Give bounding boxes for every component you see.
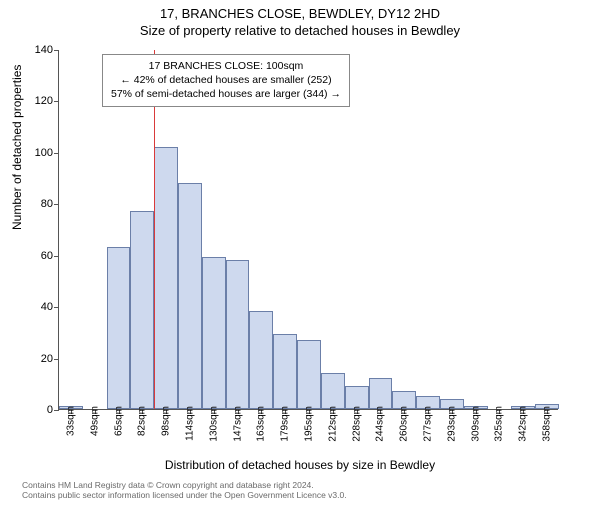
x-tick-label: 260sqm [399,406,410,442]
x-tick-label: 342sqm [518,406,529,442]
histogram-bar [273,334,297,409]
histogram-bar [202,257,226,409]
y-tick-mark [54,204,59,205]
histogram-chart: 02040608010012014033sqm49sqm65sqm82sqm98… [58,50,558,410]
histogram-bar [107,247,131,409]
info-line: 57% of semi-detached houses are larger (… [111,87,341,101]
y-tick-label: 140 [23,44,53,56]
x-tick-label: 33sqm [65,406,76,436]
x-axis-label: Distribution of detached houses by size … [0,458,600,472]
x-tick-label: 163sqm [256,406,267,442]
info-line: ← 42% of detached houses are smaller (25… [111,73,341,87]
histogram-bar [226,260,250,409]
y-tick-label: 60 [23,250,53,262]
histogram-bar [369,378,393,409]
title-sub: Size of property relative to detached ho… [0,23,600,38]
y-tick-mark [54,307,59,308]
x-tick-label: 277sqm [423,406,434,442]
y-tick-mark [54,101,59,102]
x-tick-label: 114sqm [184,406,195,441]
histogram-bar [130,211,154,409]
x-tick-label: 147sqm [232,406,243,442]
footer-line: Contains HM Land Registry data © Crown c… [22,480,347,491]
y-tick-mark [54,359,59,360]
x-tick-label: 325sqm [494,406,505,442]
x-tick-label: 212sqm [327,406,338,442]
x-tick-label: 244sqm [375,406,386,442]
y-tick-label: 40 [23,301,53,313]
y-tick-label: 100 [23,147,53,159]
histogram-bar [178,183,202,409]
histogram-bar [321,373,345,409]
x-tick-label: 49sqm [89,406,100,436]
y-tick-mark [54,153,59,154]
x-tick-label: 130sqm [208,406,219,442]
histogram-bar [154,147,178,409]
x-tick-label: 82sqm [137,406,148,436]
info-box: 17 BRANCHES CLOSE: 100sqm ← 42% of detac… [102,54,350,107]
y-axis-label: Number of detached properties [10,65,24,230]
y-tick-mark [54,410,59,411]
x-tick-label: 228sqm [351,406,362,442]
y-tick-label: 80 [23,198,53,210]
x-tick-label: 293sqm [446,406,457,442]
footer-line: Contains public sector information licen… [22,490,347,501]
histogram-bar [297,340,321,409]
x-tick-label: 98sqm [161,406,172,436]
footer-attribution: Contains HM Land Registry data © Crown c… [22,480,347,501]
y-tick-label: 0 [23,404,53,416]
x-tick-label: 179sqm [280,406,291,442]
y-tick-mark [54,50,59,51]
y-tick-mark [54,256,59,257]
y-tick-label: 120 [23,95,53,107]
x-tick-label: 195sqm [304,406,315,442]
x-tick-label: 65sqm [113,406,124,436]
info-line: 17 BRANCHES CLOSE: 100sqm [111,59,341,73]
x-tick-label: 309sqm [470,406,481,442]
y-tick-label: 20 [23,353,53,365]
x-tick-label: 358sqm [542,406,553,442]
title-main: 17, BRANCHES CLOSE, BEWDLEY, DY12 2HD [0,6,600,21]
histogram-bar [249,311,273,409]
